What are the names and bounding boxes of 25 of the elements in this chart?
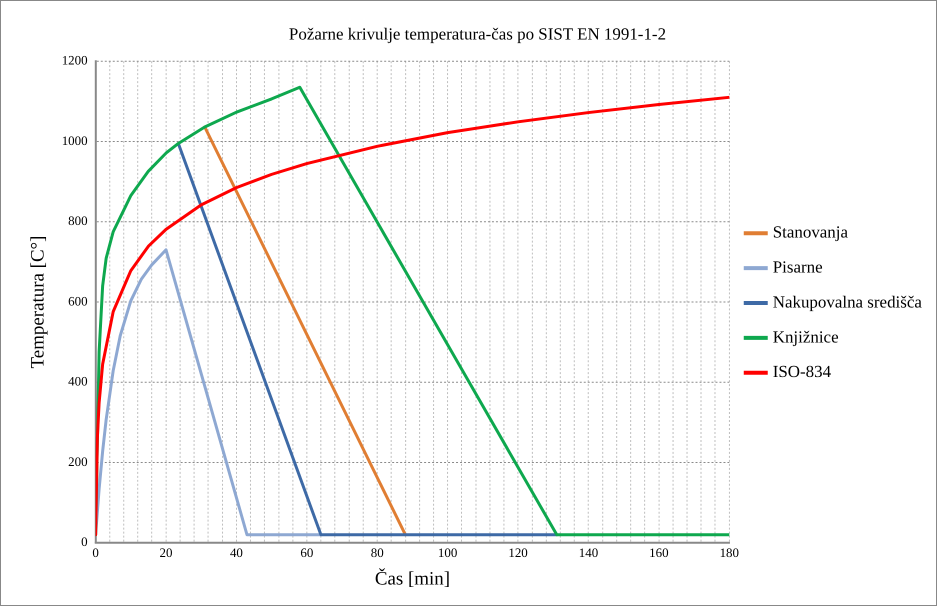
- chart-title: Požarne krivulje temperatura-čas po SIST EN 1991-1-2: [288, 24, 666, 44]
- x-tick-label: 140: [578, 544, 598, 560]
- legend-label: Knjižnice: [772, 327, 839, 346]
- y-tick-label: 600: [68, 293, 88, 308]
- y-tick-label: 0: [81, 534, 88, 550]
- legend-label: Stanovanja: [772, 222, 848, 242]
- x-tick-label: 160: [649, 544, 669, 560]
- x-tick-label: 60: [300, 544, 314, 560]
- y-tick-label: 200: [68, 454, 88, 469]
- x-tick-label: 40: [230, 544, 243, 560]
- legend-label: Nakupovalna središča: [772, 292, 922, 312]
- legend-label: ISO-834: [772, 362, 832, 382]
- x-tick-label: 0: [92, 544, 99, 560]
- x-tick-label: 100: [438, 544, 458, 560]
- legend-label: Pisarne: [772, 258, 823, 277]
- y-tick-label: 1000: [62, 132, 88, 148]
- x-axis-title: Čas [min]: [374, 568, 450, 590]
- x-tick-label: 80: [370, 544, 384, 560]
- y-axis-title: Temperatura [C°]: [27, 236, 48, 368]
- x-tick-label: 120: [508, 544, 528, 560]
- y-tick-label: 1200: [62, 52, 88, 68]
- x-tick-label: 180: [720, 544, 740, 560]
- y-tick-label: 400: [68, 374, 88, 389]
- x-tick-label: 20: [160, 544, 172, 560]
- y-tick-label: 800: [68, 213, 88, 228]
